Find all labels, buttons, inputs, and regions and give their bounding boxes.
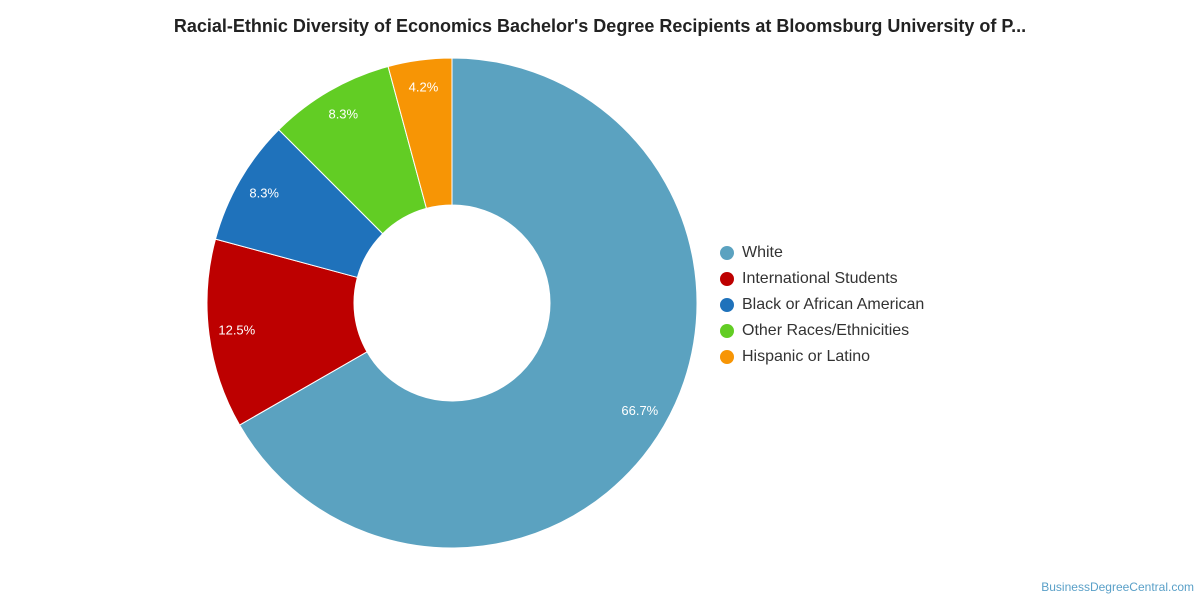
slice-label: 66.7% [621, 403, 658, 418]
slice-label: 8.3% [249, 186, 279, 201]
legend-item-black-or-african-american[interactable]: Black or African American [720, 292, 924, 318]
slice-label: 8.3% [328, 107, 358, 122]
slice-label: 12.5% [218, 322, 255, 337]
legend-swatch [720, 350, 734, 364]
legend-swatch [720, 324, 734, 338]
legend-item-white[interactable]: White [720, 240, 924, 266]
legend-label: Other Races/Ethnicities [742, 322, 910, 339]
legend-swatch [720, 246, 734, 260]
legend-item-other-races-ethnicities[interactable]: Other Races/Ethnicities [720, 318, 924, 344]
legend-label: Hispanic or Latino [742, 348, 871, 365]
legend-label: Black or African American [742, 296, 925, 313]
chart-legend: White International Students Black or Af… [720, 240, 924, 370]
legend-label: White [742, 244, 783, 261]
legend-label: International Students [742, 270, 898, 287]
source-credit[interactable]: BusinessDegreeCentral.com [1041, 580, 1194, 594]
legend-swatch [720, 272, 734, 286]
legend-swatch [720, 298, 734, 312]
legend-item-international-students[interactable]: International Students [720, 266, 924, 292]
chart-title: Racial-Ethnic Diversity of Economics Bac… [173, 16, 1027, 36]
slice-hispanic-or-latino[interactable] [387, 57, 453, 210]
legend-item-hispanic-or-latino[interactable]: Hispanic or Latino [720, 344, 924, 370]
slice-label: 4.2% [409, 79, 439, 94]
slice-white[interactable] [238, 57, 698, 549]
slice-international-students[interactable] [206, 238, 368, 426]
